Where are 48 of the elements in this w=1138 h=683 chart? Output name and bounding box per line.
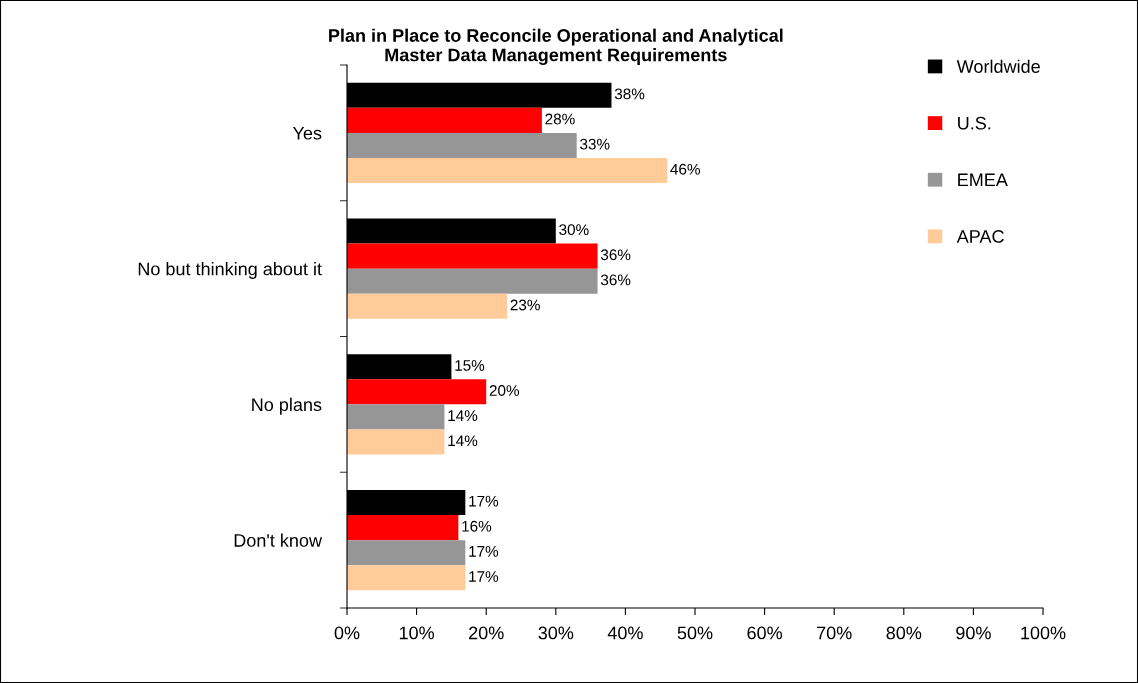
x-tick-label: 20% <box>469 626 504 640</box>
bar <box>347 404 445 430</box>
bar <box>347 429 445 455</box>
data-label: 36% <box>600 249 631 261</box>
legend-label: APAC <box>956 230 1004 243</box>
bar <box>347 157 668 184</box>
data-label: 28% <box>545 113 575 125</box>
x-tick-label: 100% <box>1021 626 1066 640</box>
data-label: 38% <box>614 88 645 100</box>
x-tick-label: 70% <box>817 626 852 640</box>
chart-title: Plan in Place to Reconcile Operational and Analytical Master Data Management Requirements <box>329 28 783 65</box>
x-tick-label: 10% <box>399 626 435 640</box>
data-label: 46% <box>670 163 700 175</box>
data-label: 36% <box>600 274 631 286</box>
data-label: 17% <box>469 495 499 507</box>
bar <box>347 379 487 405</box>
data-label: 14% <box>448 410 478 421</box>
data-label: 20% <box>489 385 520 396</box>
legend-label: EMEA <box>958 173 1008 187</box>
data-label: 33% <box>580 138 610 150</box>
y-tick-label: No but thinking about it <box>138 262 322 279</box>
data-label: 17% <box>469 546 499 557</box>
data-label: 23% <box>510 299 540 311</box>
data-label: 14% <box>448 435 478 447</box>
x-tick-label: 90% <box>956 626 991 640</box>
data-label: 15% <box>455 360 485 371</box>
y-tick-label: Don't know <box>234 533 323 547</box>
x-tick-label: 40% <box>607 626 643 640</box>
legend-label: U.S. <box>958 116 991 130</box>
y-tick-label: No plans <box>252 397 322 415</box>
legend-label: Worldwide <box>956 59 1040 73</box>
x-tick-label: 60% <box>747 626 783 640</box>
bar <box>347 268 598 294</box>
y-tick-label: Yes <box>292 127 322 140</box>
x-tick-label: 0% <box>334 626 360 640</box>
bar <box>347 243 598 269</box>
data-label: 17% <box>469 571 499 582</box>
bar <box>347 132 577 158</box>
bar <box>347 565 466 591</box>
data-label: 30% <box>559 224 589 236</box>
x-tick-label: 80% <box>886 626 922 640</box>
bar <box>347 515 459 541</box>
x-tick-label: 50% <box>677 626 713 640</box>
bar <box>347 293 508 319</box>
data-label: 16% <box>462 520 492 532</box>
bar <box>347 540 466 566</box>
bar <box>347 107 542 133</box>
x-tick-label: 30% <box>538 626 574 640</box>
